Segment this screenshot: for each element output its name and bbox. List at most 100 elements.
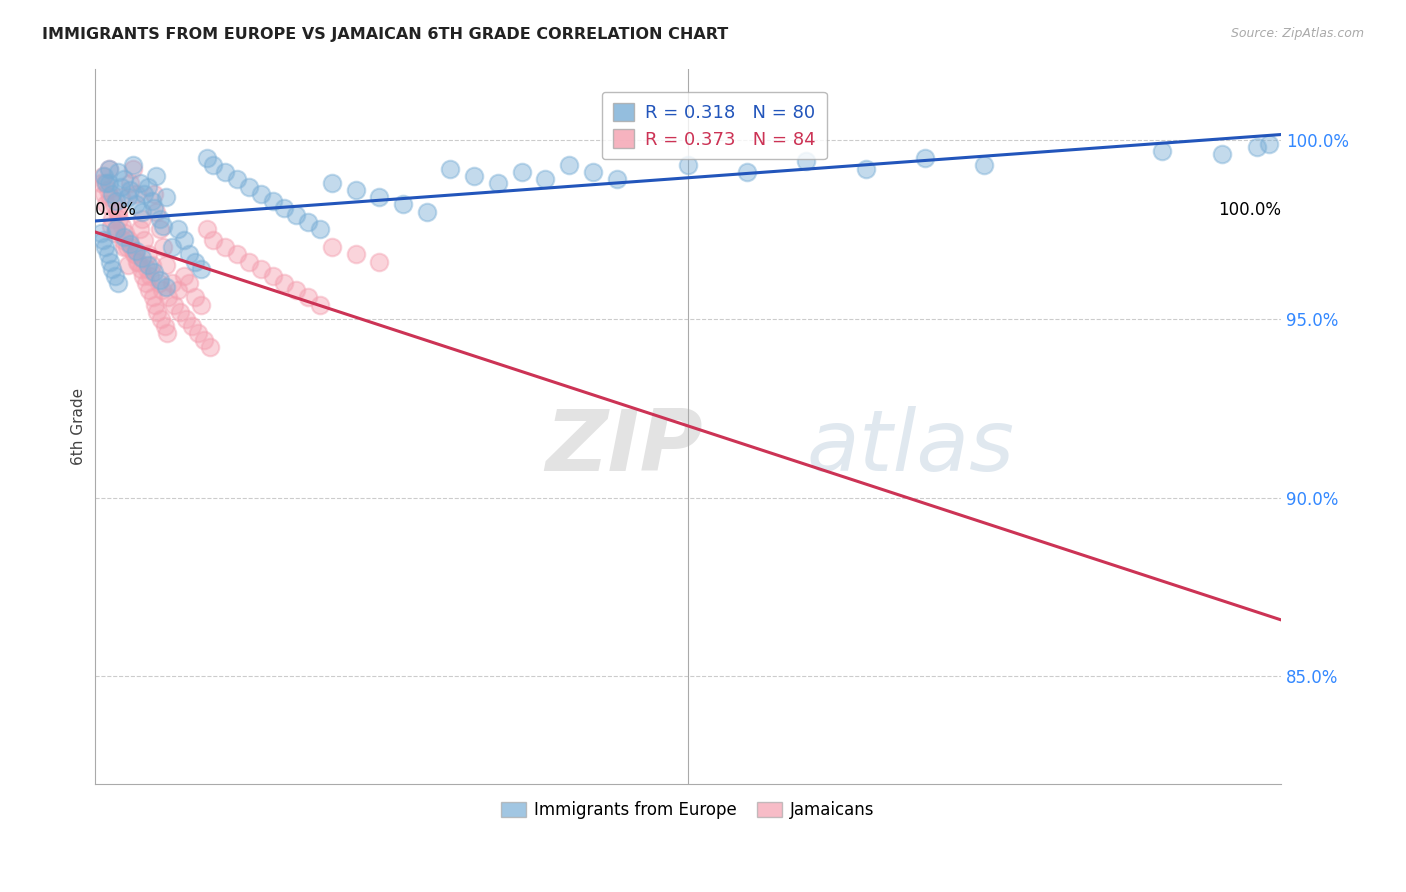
Point [97, 183, 120, 197]
Point [238, 179, 260, 194]
Point [152, 240, 174, 254]
Point [439, 161, 461, 176]
Point [136, 258, 159, 272]
Point [534, 172, 557, 186]
Point [141, 258, 163, 272]
Point [510, 165, 533, 179]
Point [368, 254, 391, 268]
Point [105, 204, 128, 219]
Point [94, 240, 117, 254]
Point [128, 176, 150, 190]
Point [91, 169, 114, 183]
Point [100, 219, 122, 233]
Point [297, 215, 319, 229]
Point [125, 244, 148, 258]
Point [112, 233, 135, 247]
Point [735, 165, 758, 179]
Point [606, 172, 628, 186]
Y-axis label: 6th Grade: 6th Grade [72, 387, 86, 465]
Point [1246, 140, 1268, 154]
Point [160, 276, 183, 290]
Point [101, 261, 124, 276]
Point [104, 222, 127, 236]
Point [238, 254, 260, 268]
Point [101, 186, 124, 201]
Point [174, 311, 197, 326]
Point [142, 186, 165, 201]
Point [120, 240, 142, 254]
Point [285, 283, 308, 297]
Point [98, 254, 121, 268]
Point [97, 176, 120, 190]
Point [124, 247, 146, 261]
Point [107, 165, 129, 179]
Point [190, 297, 212, 311]
Point [1152, 144, 1174, 158]
Text: IMMIGRANTS FROM EUROPE VS JAMAICAN 6TH GRADE CORRELATION CHART: IMMIGRANTS FROM EUROPE VS JAMAICAN 6TH G… [42, 27, 728, 42]
Point [187, 326, 209, 340]
Point [202, 233, 225, 247]
Point [160, 240, 183, 254]
Point [179, 276, 201, 290]
Point [93, 186, 115, 201]
Point [321, 176, 343, 190]
Point [97, 161, 120, 176]
Point [120, 236, 142, 251]
Point [155, 190, 177, 204]
Point [96, 197, 118, 211]
Text: atlas: atlas [807, 406, 1014, 489]
Point [309, 297, 332, 311]
Point [89, 226, 111, 240]
Point [796, 154, 818, 169]
Point [112, 240, 135, 254]
Point [150, 283, 173, 297]
Point [112, 229, 135, 244]
Point [91, 233, 114, 247]
Point [125, 197, 148, 211]
Point [110, 190, 132, 204]
Point [108, 211, 131, 226]
Point [118, 233, 141, 247]
Point [166, 283, 188, 297]
Point [150, 311, 173, 326]
Point [285, 208, 308, 222]
Point [1211, 147, 1233, 161]
Point [143, 297, 166, 311]
Point [110, 179, 132, 194]
Point [142, 290, 165, 304]
Point [226, 247, 249, 261]
Point [142, 201, 165, 215]
Point [129, 261, 152, 276]
Point [180, 318, 202, 333]
Text: Source: ZipAtlas.com: Source: ZipAtlas.com [1230, 27, 1364, 40]
Point [103, 197, 125, 211]
Point [131, 211, 153, 226]
Point [104, 226, 127, 240]
Point [249, 186, 271, 201]
Point [914, 151, 936, 165]
Point [101, 211, 124, 226]
Point [190, 261, 212, 276]
Point [153, 318, 176, 333]
Point [89, 176, 111, 190]
Point [117, 258, 139, 272]
Point [262, 194, 284, 208]
Point [214, 240, 236, 254]
Point [117, 190, 139, 204]
Point [193, 334, 215, 348]
Point [173, 233, 195, 247]
Point [125, 186, 148, 201]
Point [122, 247, 145, 261]
Point [94, 176, 117, 190]
Point [131, 251, 153, 265]
Point [344, 183, 367, 197]
Point [273, 276, 295, 290]
Point [249, 261, 271, 276]
Point [273, 201, 295, 215]
Point [97, 161, 120, 176]
Point [676, 158, 699, 172]
Point [141, 194, 163, 208]
Text: ZIP: ZIP [546, 406, 703, 489]
Point [120, 183, 142, 197]
Point [179, 247, 201, 261]
